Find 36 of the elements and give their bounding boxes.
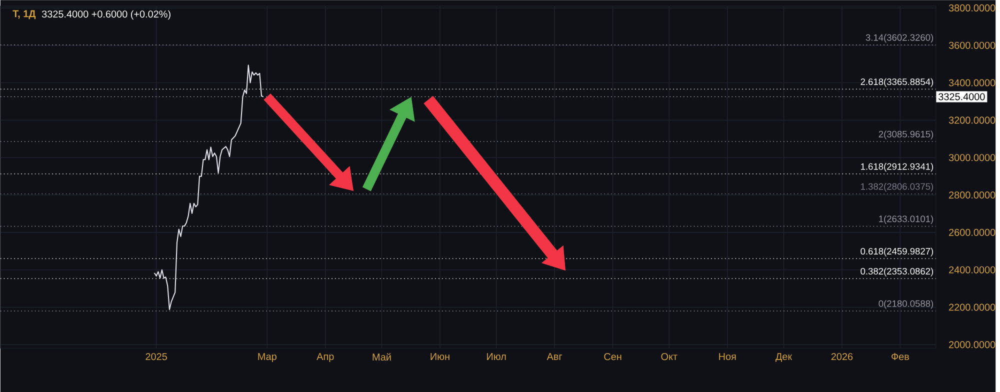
- ref-line-label: 1(2633.0101): [879, 215, 934, 224]
- x-tick-label: Окт: [661, 353, 678, 360]
- ref-line-label: 1.618(2912.9341): [861, 162, 934, 172]
- x-tick-label: Дек: [776, 353, 792, 362]
- y-tick-label: 2000.0000: [949, 341, 996, 348]
- x-tick-label: 2025: [146, 353, 167, 360]
- y-tick-label: 3600.0000: [948, 42, 996, 49]
- x-tick-label: 2026: [831, 353, 853, 360]
- ref-line-label: 1.382(2806.0375): [861, 182, 934, 192]
- y-tick-label: 2200.0000: [949, 304, 996, 311]
- y-tick-label: 3800.0000: [948, 4, 996, 12]
- x-tick-label: Сен: [604, 353, 622, 360]
- ref-line-label: 0.382(2353.0862): [860, 268, 934, 276]
- x-tick-label: Май: [372, 353, 391, 360]
- x-tick-label: Мар: [258, 353, 276, 362]
- ref-line-label: 2.618(3365.8854): [860, 78, 934, 87]
- x-tick-label: Июн: [430, 353, 450, 360]
- ref-line-label: 2(3085.9615): [878, 130, 934, 140]
- chart-subtitle: 3325.4000 +0.6000 (+0.02%): [42, 10, 170, 20]
- x-tick-label: Фев: [892, 353, 909, 360]
- y-tick-label: 2600.0000: [949, 228, 996, 236]
- x-tick-label: Апр: [316, 353, 334, 362]
- y-tick-label: 3200.0000: [948, 116, 996, 124]
- y-tick-label: 3400.0000: [948, 79, 996, 86]
- chart-title: T, 1Д: [12, 10, 36, 20]
- x-tick-label: Ноя: [719, 353, 736, 360]
- x-tick-label: Авг: [546, 353, 562, 360]
- ref-line-label: 0(2180.0588): [878, 300, 934, 309]
- y-tick-label: 2800.0000: [949, 191, 996, 198]
- ref-line-label: 3.14(3602.3260): [866, 34, 934, 43]
- y-tick-label: 3000.0000: [948, 154, 996, 162]
- y-tick-label: 2400.0000: [949, 266, 996, 274]
- line-series: [154, 64, 264, 310]
- ref-line-label: 0.618(2459.9827): [860, 248, 934, 256]
- x-tick-label: Июл: [487, 353, 506, 360]
- annotation: 3325.4000: [938, 93, 985, 100]
